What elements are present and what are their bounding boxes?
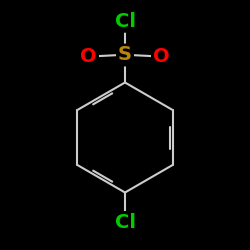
Text: Cl: Cl — [114, 213, 136, 232]
Text: S: S — [118, 46, 132, 64]
Text: Cl: Cl — [114, 12, 136, 31]
Text: O: O — [80, 47, 97, 66]
Text: O: O — [153, 47, 170, 66]
